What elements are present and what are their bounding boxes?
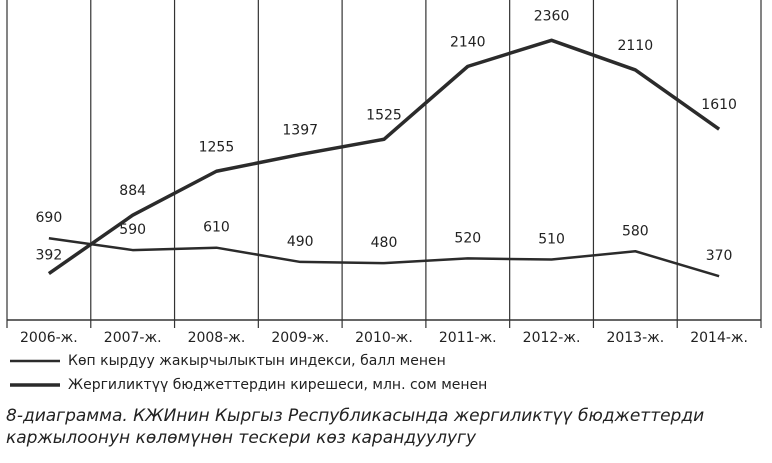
x-tick-label: 2008-ж.: [188, 330, 246, 346]
data-label: 2110: [618, 38, 654, 54]
data-label: 370: [706, 248, 733, 264]
x-tick-label: 2009-ж.: [271, 330, 329, 346]
data-label: 690: [36, 210, 63, 226]
data-label: 490: [287, 234, 314, 250]
x-tick-label: 2014-ж.: [690, 330, 748, 346]
x-tick-label: 2013-ж.: [606, 330, 664, 346]
data-label: 1255: [199, 139, 235, 155]
legend-label: Көп кырдуу жакырчылыктын индекси, балл м…: [68, 353, 446, 369]
data-label: 520: [454, 230, 481, 246]
data-label: 2360: [534, 8, 570, 24]
caption-line: каржылоонун көлөмүнөн тескери көз каранд…: [6, 428, 477, 448]
data-label: 392: [36, 248, 63, 264]
data-label: 884: [119, 183, 146, 199]
data-label: 2140: [450, 34, 486, 50]
data-line: [48, 236, 720, 278]
data-label: 610: [203, 220, 230, 236]
data-label: 1525: [366, 107, 402, 123]
x-tick-label: 2007-ж.: [104, 330, 162, 346]
data-line: [47, 38, 721, 275]
data-label: 580: [622, 223, 649, 239]
data-label: 1610: [701, 97, 737, 113]
data-label: 590: [119, 222, 146, 238]
data-label: 1397: [282, 122, 318, 138]
caption-line: 8-диаграмма. КЖИнин Кыргыз Республикасын…: [6, 406, 704, 426]
data-label: 480: [371, 235, 398, 251]
data-label: 510: [538, 232, 565, 248]
legend-label: Жергиликтүү бюджеттердин кирешеси, млн. …: [68, 377, 487, 393]
x-tick-label: 2011-ж.: [439, 330, 497, 346]
x-tick-label: 2012-ж.: [523, 330, 581, 346]
x-tick-label: 2006-ж.: [20, 330, 78, 346]
x-tick-label: 2010-ж.: [355, 330, 413, 346]
